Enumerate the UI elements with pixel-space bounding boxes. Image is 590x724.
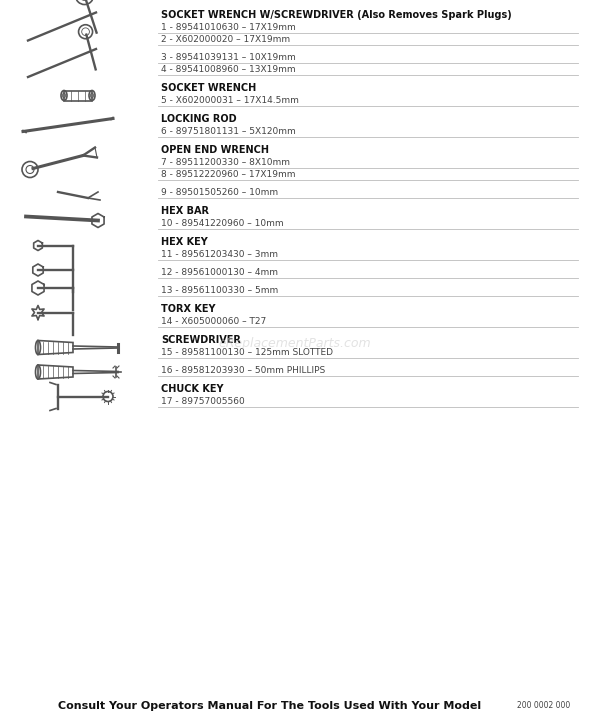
Text: HEX KEY: HEX KEY bbox=[161, 237, 208, 247]
Text: SCREWDRIVER: SCREWDRIVER bbox=[161, 335, 241, 345]
Text: 14 - X605000060 – T27: 14 - X605000060 – T27 bbox=[161, 317, 266, 326]
Text: eReplacementParts.com: eReplacementParts.com bbox=[219, 337, 371, 350]
Text: 200 0002 000: 200 0002 000 bbox=[517, 702, 570, 710]
Text: CHUCK KEY: CHUCK KEY bbox=[161, 384, 224, 394]
Text: 15 - 89581100130 – 125mm SLOTTED: 15 - 89581100130 – 125mm SLOTTED bbox=[161, 348, 333, 357]
Text: 3 - 89541039131 – 10X19mm: 3 - 89541039131 – 10X19mm bbox=[161, 53, 296, 62]
Text: 12 - 89561000130 – 4mm: 12 - 89561000130 – 4mm bbox=[161, 268, 278, 277]
Text: 8 - 89512220960 – 17X19mm: 8 - 89512220960 – 17X19mm bbox=[161, 170, 296, 179]
Text: LOCKING ROD: LOCKING ROD bbox=[161, 114, 237, 124]
Text: 9 - 89501505260 – 10mm: 9 - 89501505260 – 10mm bbox=[161, 188, 278, 197]
Text: 16 - 89581203930 – 50mm PHILLIPS: 16 - 89581203930 – 50mm PHILLIPS bbox=[161, 366, 325, 375]
Text: 10 - 89541220960 – 10mm: 10 - 89541220960 – 10mm bbox=[161, 219, 284, 228]
Text: 11 - 89561203430 – 3mm: 11 - 89561203430 – 3mm bbox=[161, 250, 278, 259]
Text: 17 - 89757005560: 17 - 89757005560 bbox=[161, 397, 245, 406]
Text: TORX KEY: TORX KEY bbox=[161, 304, 215, 314]
Text: SOCKET WRENCH: SOCKET WRENCH bbox=[161, 83, 256, 93]
Text: 7 - 89511200330 – 8X10mm: 7 - 89511200330 – 8X10mm bbox=[161, 158, 290, 167]
Text: 6 - 89751801131 – 5X120mm: 6 - 89751801131 – 5X120mm bbox=[161, 127, 296, 136]
Text: 1 - 89541010630 – 17X19mm: 1 - 89541010630 – 17X19mm bbox=[161, 23, 296, 32]
Text: SOCKET WRENCH W/SCREWDRIVER (Also Removes Spark Plugs): SOCKET WRENCH W/SCREWDRIVER (Also Remove… bbox=[161, 10, 512, 20]
Text: Consult Your Operators Manual For The Tools Used With Your Model: Consult Your Operators Manual For The To… bbox=[58, 701, 481, 711]
Text: 2 - X602000020 – 17X19mm: 2 - X602000020 – 17X19mm bbox=[161, 35, 290, 44]
Text: HEX BAR: HEX BAR bbox=[161, 206, 209, 216]
Text: 13 - 89561100330 – 5mm: 13 - 89561100330 – 5mm bbox=[161, 286, 278, 295]
Text: 4 - 89541008960 – 13X19mm: 4 - 89541008960 – 13X19mm bbox=[161, 65, 296, 74]
Text: OPEN END WRENCH: OPEN END WRENCH bbox=[161, 145, 269, 155]
Text: 5 - X602000031 – 17X14.5mm: 5 - X602000031 – 17X14.5mm bbox=[161, 96, 299, 105]
